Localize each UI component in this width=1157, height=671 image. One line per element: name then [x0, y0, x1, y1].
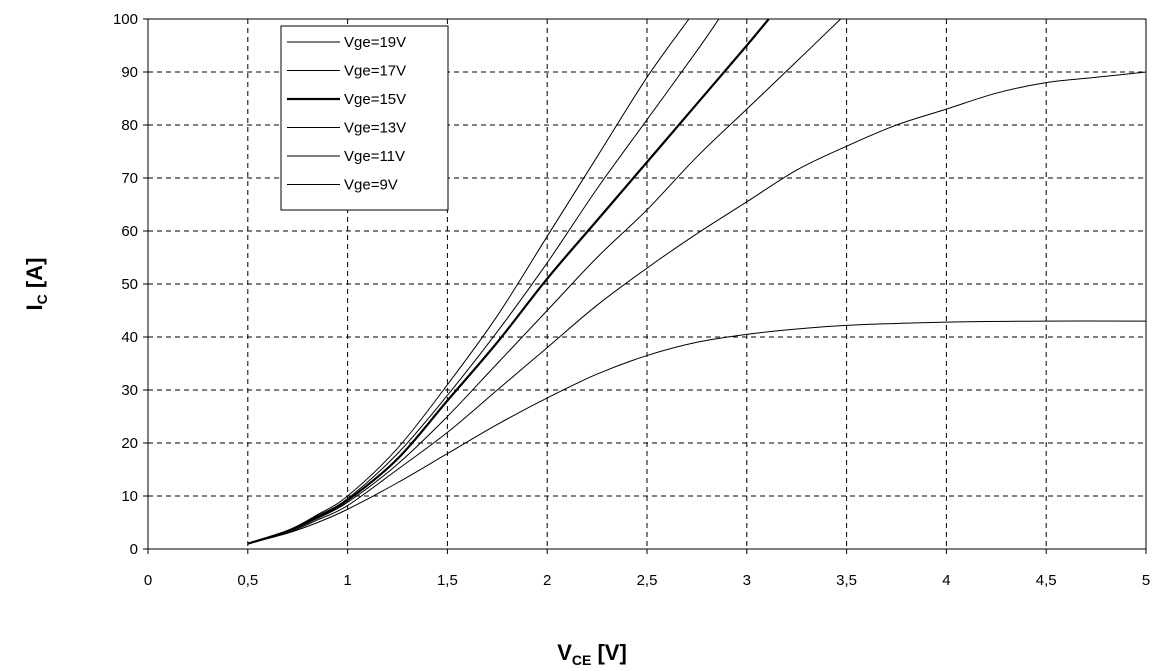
x-tick-label: 5 [1142, 572, 1150, 589]
y-tick-label: 70 [121, 170, 138, 187]
y-tick-label: 40 [121, 329, 138, 346]
x-tick-label: 3 [743, 572, 751, 589]
y-tick-label: 50 [121, 276, 138, 293]
x-tick-label: 0,5 [237, 572, 258, 589]
grid [148, 19, 1146, 549]
curves [247, 18, 1147, 545]
x-axis-ticks: 0 0,5 1 1,5 2 2,5 3 3,5 4 4,5 5 [144, 549, 1150, 589]
legend-label: Vge=9V [344, 177, 398, 194]
y-tick-label: 80 [121, 117, 138, 134]
y-axis-ticks: 0 10 20 30 40 50 60 70 80 90 100 [113, 11, 148, 558]
y-tick-label: 30 [121, 382, 138, 399]
y-tick-label: 20 [121, 435, 138, 452]
x-tick-label: 1 [343, 572, 351, 589]
x-tick-label: 1,5 [437, 572, 458, 589]
x-tick-label: 0 [144, 572, 152, 589]
series-line-vge-13v [247, 18, 841, 545]
legend-items: Vge=19V Vge=17V Vge=15V Vge=13V Vge=11V Vge=9… [287, 34, 406, 194]
legend-label: Vge=13V [344, 120, 406, 137]
legend: Vge=19V Vge=17V Vge=15V Vge=13V Vge=11V Vge=9… [280, 25, 449, 211]
x-tick-label: 4 [942, 572, 950, 589]
x-tick-label: 2 [543, 572, 551, 589]
legend-label: Vge=19V [344, 34, 406, 51]
series-line-vge-19v [247, 18, 690, 545]
y-tick-label: 90 [121, 64, 138, 81]
legend-box [280, 25, 449, 211]
x-axis-title: VCE [V] [557, 640, 627, 668]
y-tick-label: 100 [113, 11, 138, 28]
legend-label: Vge=17V [344, 63, 406, 80]
legend-label: Vge=15V [344, 91, 406, 108]
series-line-vge-9v [247, 320, 1147, 545]
x-tick-label: 4,5 [1036, 572, 1057, 589]
x-tick-label: 2,5 [637, 572, 658, 589]
legend-label: Vge=11V [344, 148, 405, 165]
y-tick-label: 60 [121, 223, 138, 240]
x-tick-label: 3,5 [836, 572, 857, 589]
series-line-vge-15v [247, 18, 770, 545]
y-tick-label: 10 [121, 488, 138, 505]
y-axis-title: IC [A] [22, 258, 50, 311]
series-line-vge-17v [247, 18, 720, 545]
series-line-vge-11v [247, 71, 1147, 545]
y-tick-label: 0 [130, 541, 138, 558]
